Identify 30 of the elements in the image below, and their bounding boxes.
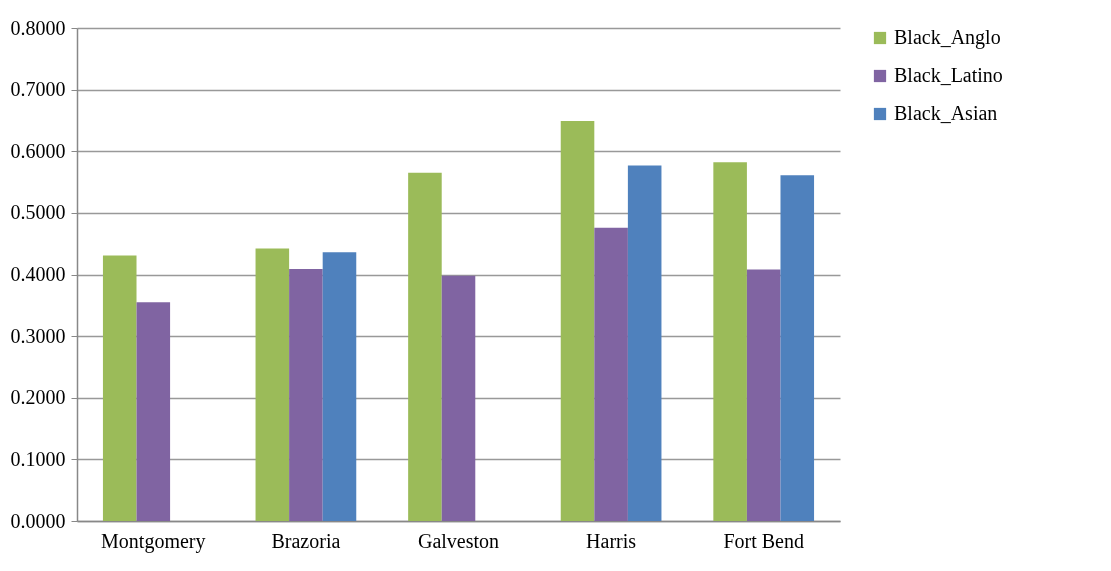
bar — [746, 269, 781, 521]
bar — [780, 175, 815, 521]
bar — [713, 162, 747, 521]
bar — [255, 248, 290, 521]
y-tick-label: 0.5000 — [10, 201, 66, 224]
legend-label: Black_Asian — [894, 102, 998, 124]
bar — [408, 172, 442, 521]
bar — [594, 227, 628, 521]
bar — [102, 255, 137, 521]
legend-label: Black_Anglo — [894, 26, 1001, 49]
y-tick-label: 0.8000 — [10, 16, 66, 39]
bar — [441, 275, 476, 521]
bar — [289, 268, 323, 521]
y-tick-label: 0.0000 — [10, 509, 66, 532]
y-tick-label: 0.3000 — [10, 324, 66, 347]
bar — [136, 302, 171, 521]
legend-label: Black_Latino — [894, 64, 1003, 86]
y-tick-label: 0.6000 — [10, 139, 66, 162]
x-tick-label: Brazoria — [271, 529, 341, 552]
bar — [322, 252, 357, 521]
x-tick-label: Fort Bend — [723, 529, 804, 552]
y-tick-label: 0.2000 — [10, 386, 66, 409]
y-tick-label: 0.4000 — [10, 263, 66, 285]
y-tick-label: 0.1000 — [10, 447, 66, 470]
x-tick-label: Harris — [586, 529, 637, 552]
x-tick-label: Montgomery — [101, 529, 206, 553]
bar — [627, 165, 662, 521]
x-tick-label: Galveston — [417, 529, 500, 552]
bar — [560, 121, 595, 521]
y-tick-label: 0.7000 — [10, 78, 66, 101]
